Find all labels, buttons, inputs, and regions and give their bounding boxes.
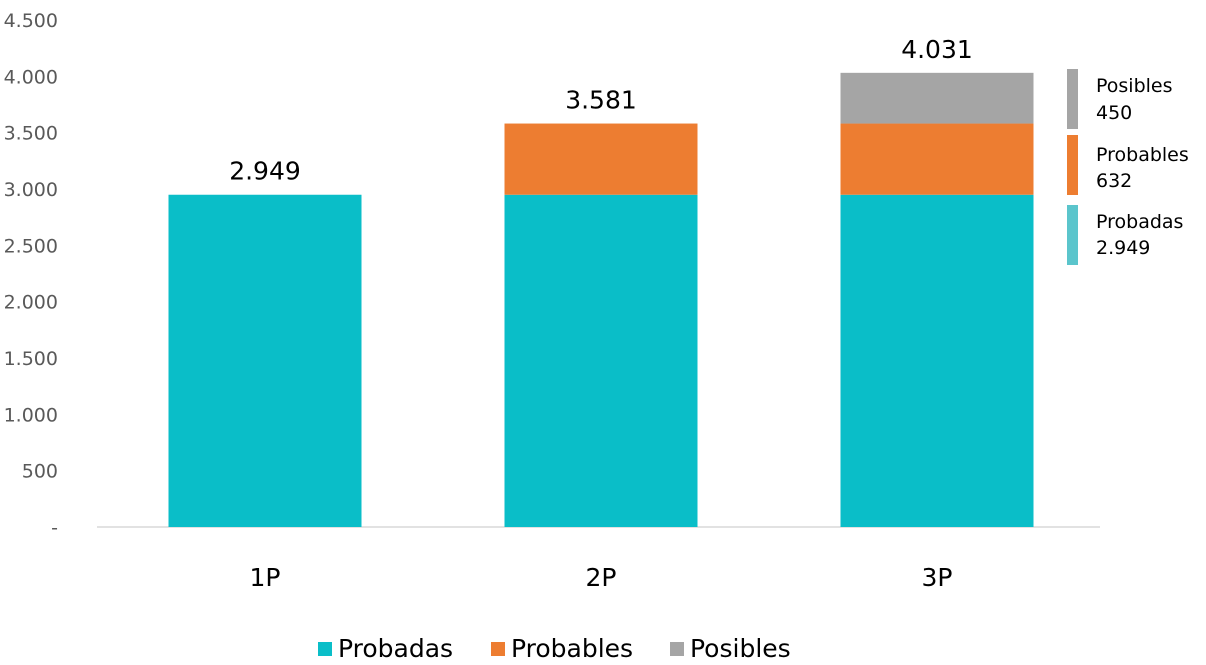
x-tick-label-3P: 3P [922, 563, 953, 592]
y-tick-label: 1.000 [4, 404, 58, 426]
legend-swatch-posibles [670, 642, 684, 656]
side-label-name-probables: Probables [1096, 144, 1189, 166]
side-label-marker-probadas [1067, 205, 1078, 265]
y-tick-label: 1.500 [4, 348, 58, 370]
y-tick-label: 3.000 [4, 179, 58, 201]
total-label-2P: 3.581 [565, 86, 637, 115]
bar-1P-probadas [168, 194, 362, 527]
legend-label-posibles: Posibles [690, 634, 791, 663]
bar-2P-probadas [504, 194, 698, 527]
bars [168, 72, 1034, 527]
legend-swatch-probables [491, 642, 505, 656]
side-label-marker-posibles [1067, 69, 1078, 129]
side-label-name-probadas: Probadas [1096, 211, 1183, 233]
legend: Probadas Probables Posibles [318, 634, 791, 663]
y-tick-label: 2.000 [4, 292, 58, 314]
bar-3P-probadas [840, 194, 1034, 527]
x-tick-label-1P: 1P [250, 563, 281, 592]
x-axis-ticks: 1P 2P 3P [250, 563, 953, 592]
y-tick-label: 2.500 [4, 235, 58, 257]
side-label-marker-probables [1067, 135, 1078, 195]
bar-2P-probables [504, 123, 698, 195]
side-label-value-posibles: 450 [1096, 102, 1132, 124]
legend-swatch-probadas [318, 642, 332, 656]
y-axis: - 500 1.000 1.500 2.000 2.500 3.000 3.500 4.000 4… [4, 10, 58, 539]
legend-label-probadas: Probadas [338, 634, 453, 663]
y-tick-label: 3.500 [4, 123, 58, 145]
y-tick-label: - [51, 517, 58, 539]
total-label-3P: 4.031 [901, 35, 973, 64]
total-label-1P: 2.949 [229, 157, 301, 186]
y-tick-label: 4.500 [4, 10, 58, 32]
legend-label-probables: Probables [511, 634, 633, 663]
total-labels: 2.949 3.581 4.031 [229, 35, 973, 186]
bar-3P-posibles [840, 72, 1034, 124]
side-label-value-probadas: 2.949 [1096, 237, 1150, 259]
side-label-name-posibles: Posibles [1096, 75, 1173, 97]
y-tick-label: 500 [22, 461, 58, 483]
y-tick-label: 4.000 [4, 66, 58, 88]
side-labels: Posibles 450 Probables 632 Probadas 2.949 [1067, 69, 1189, 265]
side-label-value-probables: 632 [1096, 170, 1132, 192]
x-tick-label-2P: 2P [586, 563, 617, 592]
bar-3P-probables [840, 123, 1034, 195]
